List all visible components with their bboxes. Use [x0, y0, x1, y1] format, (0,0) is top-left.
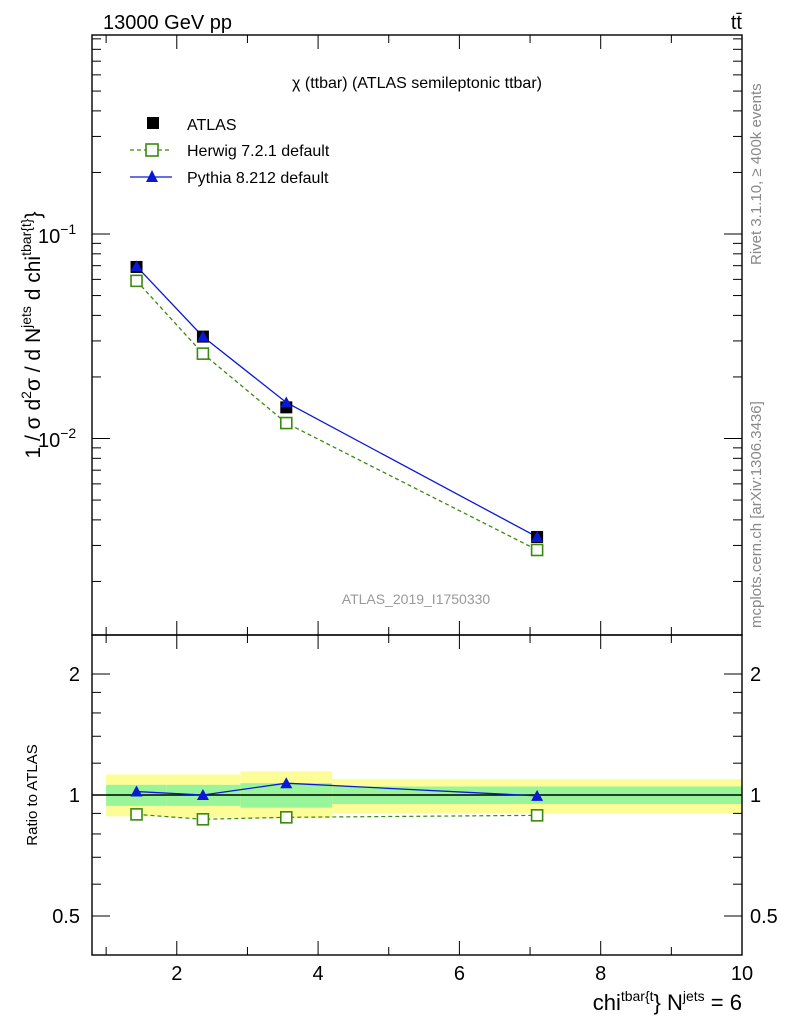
y-label-sup-2: 2 — [18, 391, 34, 399]
xtick-label: 4 — [313, 963, 324, 985]
chart-title: χ (ttbar) (ATLAS semileptonic ttbar) — [292, 75, 542, 92]
legend-marker-herwig — [145, 143, 159, 157]
ratio-pythia-point — [531, 789, 544, 801]
legend: ATLAS Herwig 7.2.1 default Pythia 8.212 … — [130, 117, 330, 187]
ratio-ytick-label: 1 — [69, 785, 80, 807]
ratio-herwig-line — [136, 813, 538, 820]
ratio-ytick-label-right: 0.5 — [750, 906, 778, 928]
x-label-chi: chi — [593, 990, 621, 1015]
y-label-sup-jets: jets — [18, 306, 34, 329]
ratio-data — [130, 777, 544, 826]
main-data — [130, 260, 544, 557]
pythia-point — [196, 330, 209, 342]
pythia-line — [136, 265, 538, 538]
ratio-ytick-label-right: 1 — [750, 785, 761, 807]
herwig-point — [279, 416, 293, 430]
ratio-pythia-line — [136, 782, 538, 797]
xtick-label: 6 — [454, 963, 465, 985]
ratio-ytick-label: 0.5 — [52, 906, 80, 928]
ratio-herwig-point — [530, 809, 544, 822]
analysis-id: ATLAS_2019_I1750330 — [342, 591, 491, 607]
main-panel: χ (ttbar) (ATLAS semileptonic ttbar) 1 /… — [18, 34, 743, 636]
legend-marker-atlas — [147, 117, 159, 129]
main-ticks — [92, 35, 742, 635]
legend-label-pythia: Pythia 8.212 default — [187, 170, 329, 187]
x-label-brace: } N — [654, 990, 683, 1015]
svg-text:1 / σ d2σ / d Njets d chitbar{: 1 / σ d2σ / d Njets d chitbar{t}} — [18, 211, 45, 458]
ratio-panel: 2 4 6 8 10 0.5 0.5 1 1 2 2 Ratio to ATLAS chitbar{… — [24, 634, 778, 1015]
ratio-pythia-point — [280, 777, 293, 789]
ratio-herwig-point — [130, 808, 143, 821]
pythia-point — [531, 530, 544, 542]
ytick-label-1: 10−2 — [38, 425, 76, 452]
y-label-prefix: 1 / σ d — [22, 399, 45, 459]
process-label: tt̄ — [731, 12, 743, 34]
ratio-pythia-point — [196, 789, 209, 800]
ytick-label-0: 10−1 — [38, 221, 76, 248]
rivet-label: Rivet 3.1.10, ≥ 400k events — [748, 83, 765, 265]
herwig-point — [130, 274, 143, 288]
xtick-label: 2 — [171, 963, 182, 985]
x-axis-label: chitbar{t} Njets = 6 — [593, 988, 742, 1015]
mcplots-label: mcplots.cern.ch [arXiv:1306.3436] — [748, 401, 765, 628]
ratio-y-label: Ratio to ATLAS — [24, 744, 41, 845]
pythia-point — [130, 260, 143, 272]
xtick-label: 8 — [595, 963, 606, 985]
ratio-ytick-label: 2 — [69, 664, 80, 686]
x-label-eq: = 6 — [705, 990, 742, 1015]
ratio-pythia-point — [130, 785, 143, 797]
x-label-sup-tbar: tbar{t — [621, 988, 654, 1004]
y-label-sup-tbar: tbar{t} — [18, 218, 34, 256]
legend-label-atlas: ATLAS — [187, 117, 237, 134]
y-label-mid1: σ / d N — [22, 328, 45, 391]
herwig-point — [530, 543, 544, 557]
legend-label-herwig: Herwig 7.2.1 default — [187, 143, 330, 160]
pythia-point — [280, 396, 293, 408]
y-label-brace: } — [22, 211, 45, 218]
ratio-ticks: 2 4 6 8 10 0.5 0.5 1 1 2 2 — [52, 635, 778, 985]
ratio-herwig-point — [279, 811, 293, 824]
y-label-mid2: d chi — [22, 256, 45, 306]
x-label-sup-jets: jets — [682, 988, 705, 1004]
ratio-herwig-point — [196, 813, 210, 826]
xtick-label: 10 — [731, 963, 753, 985]
herwig-point — [196, 347, 210, 360]
legend-marker-pythia — [146, 170, 158, 182]
energy-label: 13000 GeV pp — [103, 12, 232, 34]
herwig-line — [136, 280, 538, 551]
ratio-ytick-label-right: 2 — [750, 664, 761, 686]
main-y-label: 1 / σ d2σ / d Njets d chitbar{t}} — [18, 211, 45, 458]
